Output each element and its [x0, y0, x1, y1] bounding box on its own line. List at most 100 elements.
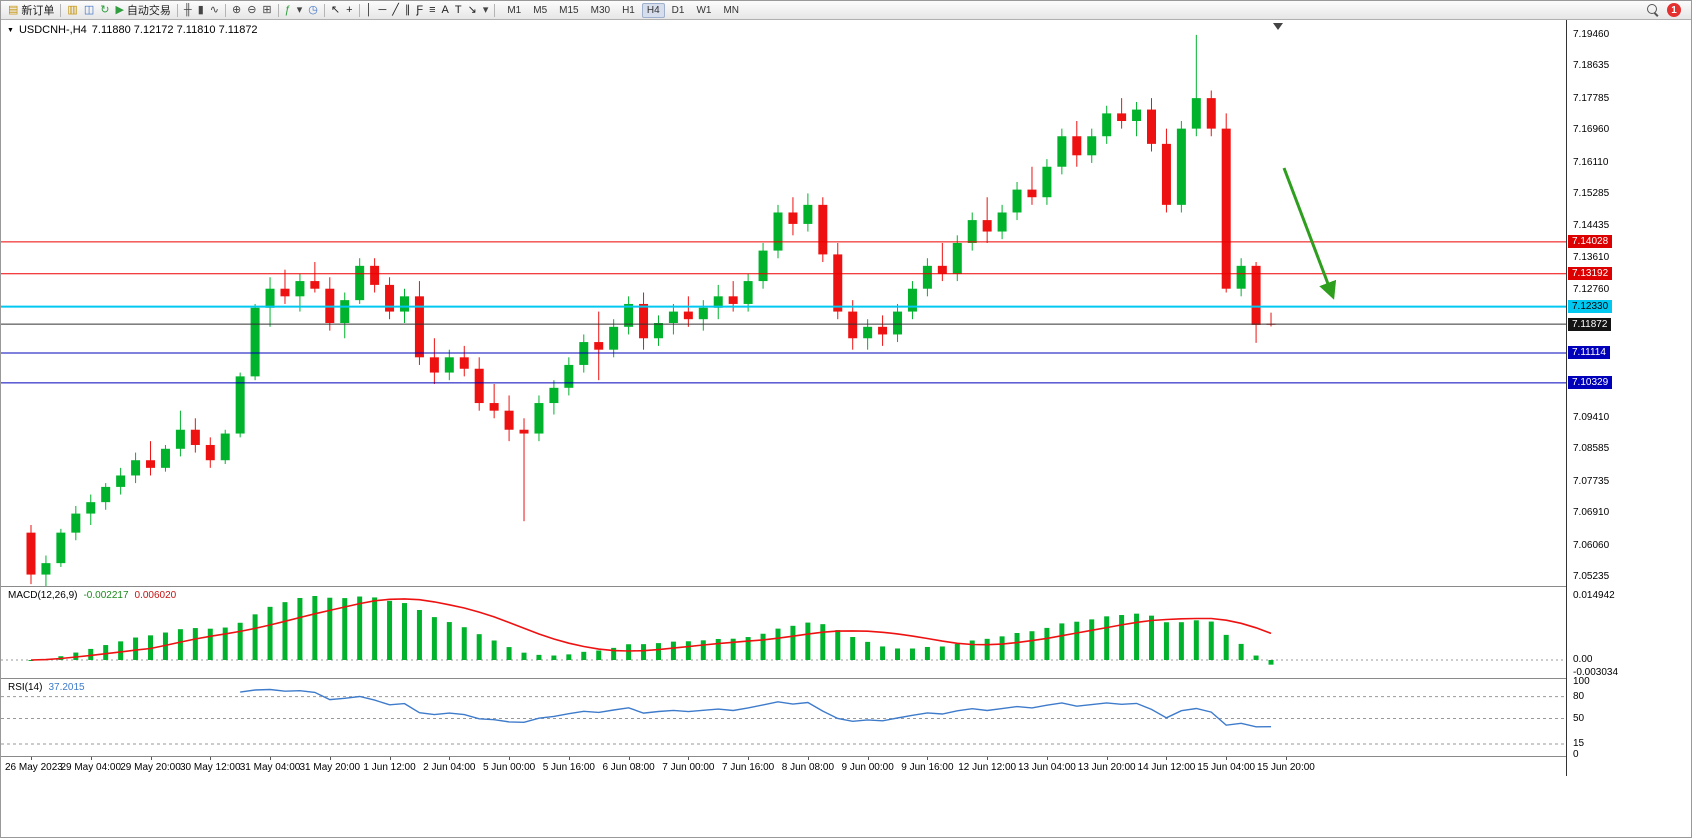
candle — [101, 486, 111, 503]
toolbar-separator — [60, 3, 62, 17]
time-tick — [31, 757, 32, 760]
refresh-button[interactable]: ↻ — [97, 2, 112, 18]
candle — [474, 368, 484, 404]
time-label: 31 May 20:00 — [299, 762, 361, 773]
indicators-dropdown-button[interactable]: ▾ — [294, 2, 306, 18]
candle — [534, 403, 544, 434]
arrows-dropdown-button[interactable]: ▾ — [480, 2, 492, 18]
text-label-icon: T — [454, 4, 462, 16]
channel-button[interactable]: ∥ — [402, 2, 414, 18]
time-label: 6 Jun 08:00 — [602, 762, 655, 773]
horizontal-line-button[interactable]: ─ — [375, 2, 389, 18]
price-tick-label: 7.05235 — [1573, 571, 1610, 583]
candle — [1042, 166, 1052, 198]
autotrading-label: 自动交易 — [126, 5, 171, 17]
candle — [489, 403, 499, 411]
panel-divider[interactable] — [1, 586, 1566, 587]
candle — [86, 502, 96, 514]
rsi-name: RSI(14) — [8, 682, 43, 693]
time-tick — [509, 757, 511, 760]
time-tick — [568, 757, 570, 760]
rsi-panel[interactable] — [1, 680, 1692, 756]
grid-button[interactable]: ≡ — [426, 2, 438, 18]
timeframe-h4[interactable]: H4 — [641, 2, 665, 18]
candle — [594, 342, 604, 350]
toolbar-separator — [277, 3, 279, 17]
candle — [1027, 189, 1037, 198]
line-chart-button[interactable]: ∿ — [207, 2, 222, 18]
toolbar-items: ▤ 新订单 ▥ ◫ ↻ ▶ 自动交易 ╫ ▮ ∿ ⊕ ⊖ ⊞ ƒ ▾ ◷ ↖ + │ ─ ╱ ∥ Ƒ ≡ A T ↘ ▾ — [5, 2, 498, 18]
timeframe-mn[interactable]: MN — [723, 4, 740, 16]
macd-panel[interactable] — [1, 588, 1692, 677]
time-label: 30 May 12:00 — [179, 762, 241, 773]
toolbar: ▤ 新订单 ▥ ◫ ↻ ▶ 自动交易 ╫ ▮ ∿ ⊕ ⊖ ⊞ ƒ ▾ ◷ ↖ + │ ─ ╱ ∥ Ƒ ≡ A T ↘ ▾ M1 M5 M1… — [1, 1, 1691, 20]
price-tick-label: 7.06060 — [1573, 539, 1610, 551]
indicators-button[interactable]: ƒ — [282, 2, 294, 18]
panel-divider-2[interactable] — [1, 678, 1566, 679]
timeframe-h1[interactable]: H1 — [622, 4, 635, 16]
macd-tick-label: 0.00 — [1573, 654, 1593, 665]
time-label: 7 Jun 00:00 — [662, 762, 715, 773]
new-order-button[interactable]: ▤ 新订单 — [5, 2, 57, 18]
time-tick — [1166, 757, 1168, 760]
grid-icon: ≡ — [429, 4, 436, 16]
time-tick — [1106, 757, 1108, 760]
candlestick-chart-button[interactable]: ▮ — [195, 2, 207, 18]
fibonacci-icon: Ƒ — [416, 4, 424, 16]
price-tick-label: 7.09410 — [1573, 411, 1610, 423]
time-label: 15 Jun 20:00 — [1257, 762, 1315, 773]
line-chart-icon: ∿ — [209, 4, 219, 16]
zoom-out-button[interactable]: ⊖ — [244, 2, 259, 18]
zoom-in-button[interactable]: ⊕ — [229, 2, 244, 18]
text-button[interactable]: A — [439, 2, 452, 18]
trendline-button[interactable]: ╱ — [389, 2, 402, 18]
candle — [444, 357, 454, 373]
candle — [205, 444, 215, 461]
periods-dropdown-button[interactable]: ◷ — [305, 2, 321, 18]
vertical-line-button[interactable]: │ — [363, 2, 376, 18]
refresh-icon: ↻ — [100, 4, 110, 16]
candle — [340, 300, 350, 324]
search-icon[interactable] — [1647, 4, 1659, 17]
timeframe-m15[interactable]: M15 — [559, 4, 579, 16]
main-chart[interactable] — [1, 20, 1692, 586]
price-tick-label: 7.16960 — [1573, 124, 1610, 136]
time-label: 12 Jun 12:00 — [958, 762, 1017, 773]
price-tick-label: 7.08585 — [1573, 443, 1610, 455]
zoom-in-icon: ⊕ — [231, 4, 242, 16]
toolbar-separator — [224, 3, 226, 17]
tile-windows-button[interactable]: ⊞ — [259, 2, 274, 18]
time-axis[interactable]: 26 May 2023 29 May 04:00 29 May 20:00 30 Ma… — [1, 756, 1566, 777]
candle — [1117, 113, 1127, 122]
candle — [310, 281, 320, 289]
time-tick — [628, 757, 630, 760]
price-badge-7.10329: 7.10329 — [1568, 376, 1613, 390]
autotrading-button[interactable]: ▶ 自动交易 — [112, 2, 173, 18]
toolbar-separator — [494, 3, 496, 17]
chart-menu-icon[interactable]: ▼ — [7, 26, 14, 34]
timeframe-w1[interactable]: W1 — [696, 4, 712, 16]
timeframe-m1[interactable]: M1 — [507, 4, 522, 16]
profiles-button[interactable]: ◫ — [81, 2, 97, 18]
candle — [160, 448, 170, 468]
charts-button[interactable]: ▥ — [64, 2, 80, 18]
timeframe-d1[interactable]: D1 — [671, 4, 685, 16]
new-order-icon: ▤ — [8, 4, 19, 16]
autotrading-icon: ▶ — [115, 4, 124, 16]
cursor-button[interactable]: ↖ — [328, 2, 343, 18]
price-axis[interactable]: 7.14028 7.13192 7.12330 7.11872 7.11114 7.103… — [1566, 20, 1691, 776]
fibonacci-button[interactable]: Ƒ — [413, 2, 426, 18]
toolbar-separator — [358, 3, 360, 17]
candle — [280, 288, 290, 297]
time-label: 7 Jun 16:00 — [721, 762, 775, 773]
notification-badge[interactable]: 1 — [1667, 3, 1681, 17]
candle — [1102, 113, 1112, 137]
time-tick — [1046, 757, 1048, 760]
bar-chart-button[interactable]: ╫ — [181, 2, 195, 18]
text-label-button[interactable]: T — [452, 2, 465, 18]
candle — [788, 212, 798, 224]
crosshair-button[interactable]: + — [343, 2, 355, 18]
arrows-tool-button[interactable]: ↘ — [465, 2, 480, 18]
timeframe-m30[interactable]: M30 — [590, 4, 611, 16]
timeframe-m5[interactable]: M5 — [533, 4, 548, 16]
